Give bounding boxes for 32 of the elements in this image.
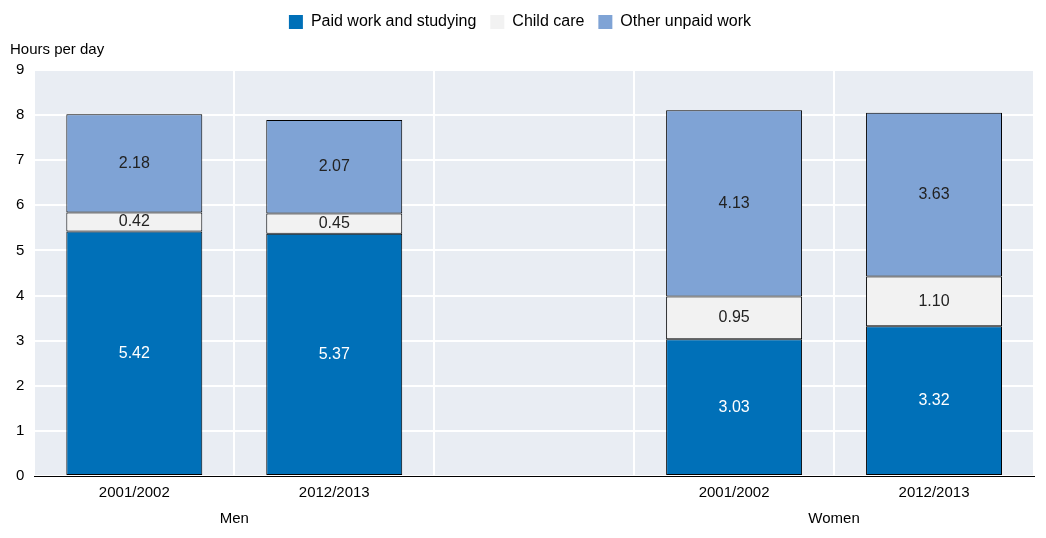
legend-label: Paid work and studying [310, 12, 477, 30]
y-tick-label: 6 [16, 195, 25, 213]
y-tick-label: 9 [16, 60, 25, 78]
x-tick-label: 2001/2002 [98, 483, 170, 501]
text: Men [219, 509, 249, 527]
text: Women [808, 509, 860, 527]
y-tick-label: 0 [16, 466, 25, 484]
y-tick-label: 5 [16, 240, 25, 258]
data-label: 0.95 [718, 308, 750, 326]
y-tick-label: 1 [16, 421, 25, 439]
y-tick-label: 3 [16, 330, 25, 348]
data-label: 0.42 [118, 212, 150, 230]
data-label: 5.37 [318, 344, 350, 362]
data-label: 2.07 [318, 157, 350, 175]
y-axis-title: Hours per day [10, 40, 105, 58]
legend-label: Other unpaid work [620, 12, 753, 30]
y-tick-label: 2 [16, 375, 25, 393]
data-label: 3.03 [718, 397, 750, 415]
x-tick-label: 2012/2013 [298, 483, 370, 501]
x-tick-label: 2012/2013 [898, 483, 970, 501]
y-tick-label: 4 [16, 285, 25, 303]
data-label: 2.18 [118, 153, 150, 171]
data-label: 3.32 [918, 391, 950, 409]
data-label: 5.42 [118, 343, 150, 361]
data-label: 1.10 [918, 291, 950, 309]
x-tick-label: 2001/2002 [698, 483, 770, 501]
y-tick-label: 7 [16, 150, 25, 168]
data-label: 0.45 [318, 214, 350, 232]
data-label: 3.63 [918, 185, 950, 203]
y-tick-label: 8 [16, 105, 25, 123]
legend-label: Child care [512, 12, 585, 30]
data-label: 4.13 [718, 193, 750, 211]
